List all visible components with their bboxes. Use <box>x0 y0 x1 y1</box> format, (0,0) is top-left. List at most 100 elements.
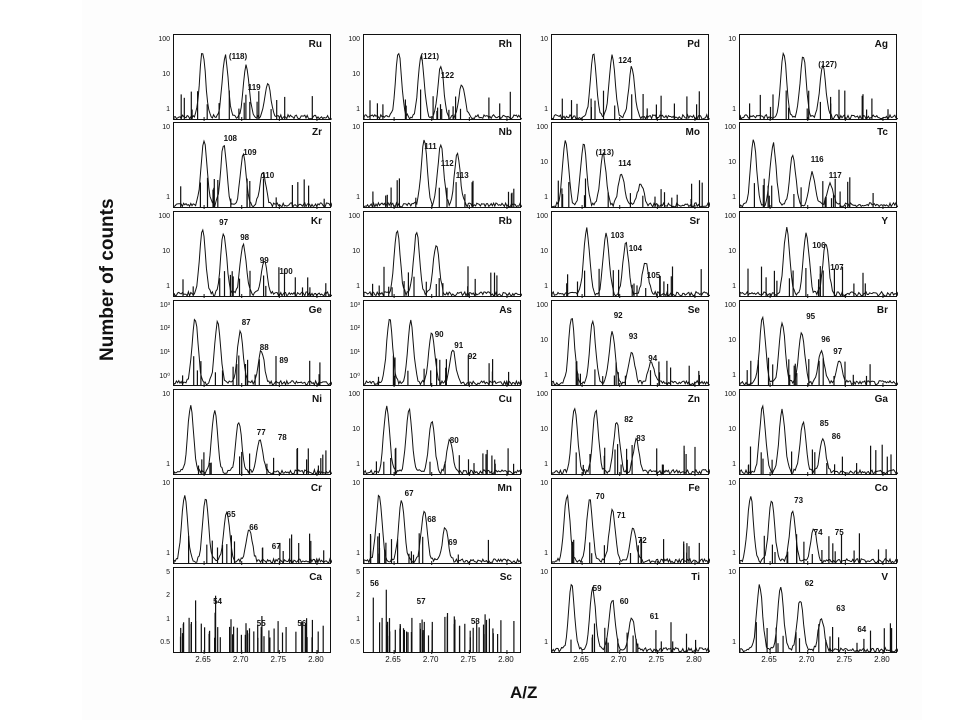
mass-number-label: 82 <box>624 414 634 424</box>
mass-number-label: 119 <box>247 82 261 92</box>
x-tick-label: 2.65 <box>195 655 211 664</box>
element-label: Ru <box>308 39 322 50</box>
y-tick-label: 10⁰ <box>159 373 170 380</box>
y-tick-label: 1 <box>544 283 548 290</box>
mass-number-label: 106 <box>812 240 826 250</box>
y-tick-label: 100 <box>158 36 170 43</box>
histogram-bars <box>174 318 332 387</box>
histogram-bars <box>364 229 522 298</box>
y-tick-label: 10 <box>352 124 360 131</box>
mass-number-label: 111 <box>424 141 437 151</box>
mass-number-label: 56 <box>370 579 379 589</box>
histogram-bars <box>552 227 710 298</box>
element-label: Ag <box>874 39 888 50</box>
y-tick-label: 2 <box>356 592 360 600</box>
histogram-trace <box>174 139 332 209</box>
y-tick-label: 1 <box>544 461 548 468</box>
x-tick-label: 2.70 <box>610 655 627 664</box>
y-tick-label: 2 <box>166 592 170 600</box>
histogram-trace <box>552 227 710 298</box>
y-tick-label: 100 <box>536 302 548 309</box>
y-tick-label: 1 <box>356 461 360 468</box>
mass-number-label: 95 <box>806 312 816 322</box>
y-tick-label: 10 <box>540 569 548 576</box>
histogram-panel-ge: Ge 87 88 89 <box>173 300 332 387</box>
y-tick-label: 1 <box>732 194 736 201</box>
mass-number-label: 56 <box>297 619 307 629</box>
histogram-trace <box>740 404 898 475</box>
mass-number-label: 92 <box>467 352 477 362</box>
element-label: Se <box>687 305 700 316</box>
histogram-bars <box>174 228 332 298</box>
histogram-panel-ni: Ni 77 78 <box>173 389 332 476</box>
histogram-panel-ru: Ru (118) 119 <box>173 34 332 121</box>
mass-number-label: 90 <box>434 329 444 339</box>
element-label: Ni <box>312 394 322 405</box>
x-tick-label: 2.80 <box>686 655 702 664</box>
element-label: Mo <box>685 127 700 138</box>
histogram-trace <box>364 52 522 120</box>
histogram-bars <box>552 53 710 121</box>
y-tick-label: 0.5 <box>160 639 170 646</box>
histogram-trace <box>740 315 898 387</box>
element-label: Kr <box>310 216 322 227</box>
y-tick-label: 10 <box>162 391 170 398</box>
histogram-panel-sc: Sc 56 57 58 <box>363 567 521 654</box>
histogram-trace <box>364 405 522 475</box>
element-label: Pd <box>687 39 700 50</box>
element-label: Cr <box>310 483 322 494</box>
element-label: Cu <box>498 394 512 405</box>
mass-number-label: 54 <box>213 596 223 606</box>
mass-number-label: 85 <box>819 418 829 428</box>
y-tick-label: 1 <box>356 550 360 557</box>
element-label: Ga <box>874 394 888 405</box>
histogram-bars <box>740 584 898 654</box>
y-tick-label: 5 <box>166 569 170 576</box>
y-tick-label: 1 <box>544 194 548 201</box>
histogram-bars <box>740 51 898 121</box>
element-label: Tc <box>877 127 888 138</box>
mass-number-label: (118) <box>228 52 248 62</box>
mass-number-label: 69 <box>448 538 458 547</box>
y-tick-label: 1 <box>732 461 736 468</box>
element-label: Ge <box>308 305 322 316</box>
mass-number-label: 57 <box>416 596 426 606</box>
mass-number-label: 110 <box>261 170 275 180</box>
y-tick-label: 1 <box>166 283 170 290</box>
element-label: Rb <box>498 216 512 227</box>
mass-number-label: 59 <box>592 583 602 593</box>
element-label: Zr <box>312 127 322 138</box>
x-tick-label: 2.75 <box>270 655 287 664</box>
histogram-panel-y: Y 106 107 <box>739 211 898 298</box>
mass-number-label: 97 <box>833 347 843 357</box>
y-tick-label: 10² <box>159 325 170 333</box>
mass-number-label: 94 <box>648 353 658 363</box>
histogram-panel-pd: Pd 124 <box>551 34 710 121</box>
y-tick-label: 10 <box>540 337 548 344</box>
histogram-panel-se: Se 92 93 94 <box>551 300 710 387</box>
mass-number-label: 117 <box>828 170 842 180</box>
x-tick-label: 2.80 <box>498 655 514 664</box>
mass-number-label: 99 <box>259 255 269 265</box>
histogram-trace <box>364 139 522 209</box>
mass-number-label: (113) <box>595 147 614 157</box>
histogram-panel-zn: Zn 82 83 <box>551 389 710 476</box>
mass-number-label: 93 <box>628 331 638 341</box>
histogram-trace <box>740 496 898 564</box>
y-tick-label: 1 <box>356 194 360 201</box>
y-tick-label: 100 <box>348 391 360 398</box>
histogram-panel-nb: Nb 111 112 113 <box>363 122 522 209</box>
histogram-panel-ti: Ti 59 60 61 <box>551 567 710 654</box>
histogram-trace <box>364 494 522 564</box>
histogram-trace <box>174 318 332 387</box>
mass-number-label: 103 <box>610 230 625 240</box>
histogram-trace <box>174 405 332 476</box>
y-tick-label: 100 <box>536 124 548 131</box>
mass-number-label: 66 <box>249 522 259 532</box>
histogram-bars <box>552 493 710 565</box>
y-tick-label: 10 <box>352 480 360 487</box>
histogram-bars <box>740 227 898 298</box>
histogram-panel-mo: Mo (113) 114 <box>551 122 710 209</box>
mass-number-label: 77 <box>256 428 266 438</box>
histogram-trace <box>740 139 898 208</box>
